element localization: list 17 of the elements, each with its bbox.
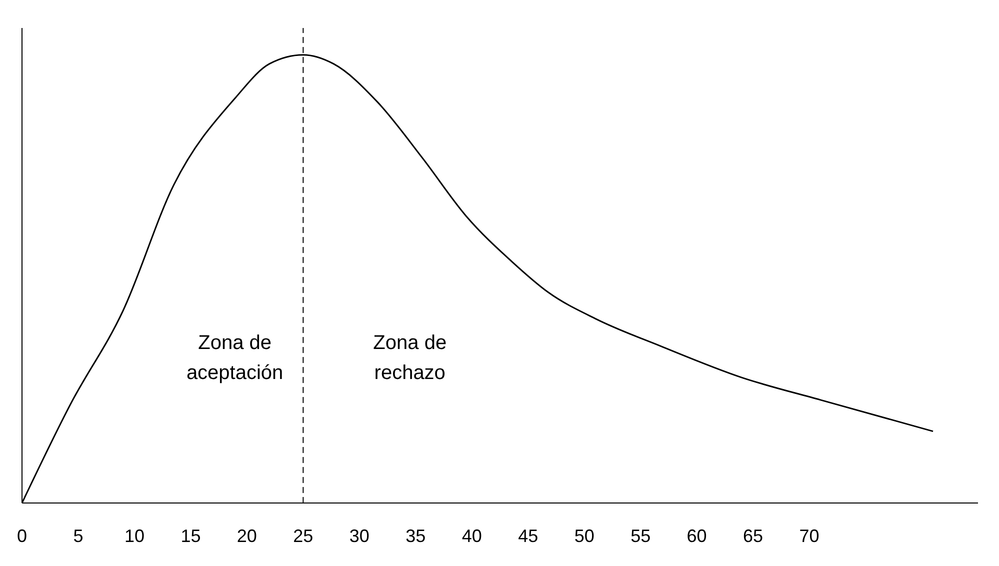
x-tick-label: 50 bbox=[574, 526, 594, 546]
x-tick-label: 10 bbox=[124, 526, 144, 546]
x-tick-label: 35 bbox=[406, 526, 426, 546]
x-tick-label: 65 bbox=[743, 526, 764, 546]
x-tick-label: 20 bbox=[236, 526, 257, 546]
x-tick-label: 15 bbox=[180, 526, 201, 546]
x-tick-label: 55 bbox=[630, 526, 651, 546]
x-tick-label: 30 bbox=[349, 526, 370, 546]
x-tick-label: 40 bbox=[462, 526, 482, 546]
x-tick-label: 25 bbox=[293, 526, 314, 546]
x-tick-label: 70 bbox=[799, 526, 820, 546]
x-tick-label: 0 bbox=[16, 526, 28, 546]
x-tick-label: 45 bbox=[518, 526, 538, 546]
annotation: Zona de rechazo bbox=[373, 331, 447, 386]
x-tick-label: 5 bbox=[73, 526, 84, 546]
annotation: Zona de aceptación bbox=[186, 331, 284, 386]
x-tick-label: 60 bbox=[686, 526, 707, 546]
